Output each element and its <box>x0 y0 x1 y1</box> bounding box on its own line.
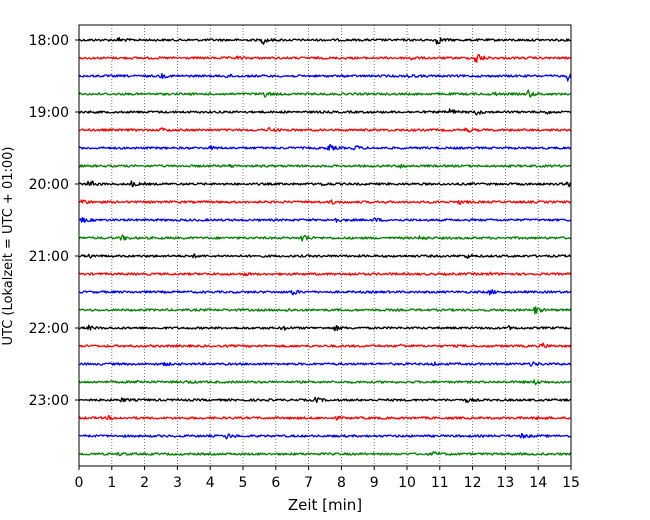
y-tick-label: 20:00 <box>29 177 69 193</box>
x-tick-label: 15 <box>562 475 580 491</box>
y-tick-label: 19:00 <box>29 105 69 121</box>
x-tick-label: 2 <box>140 475 149 491</box>
x-tick-label: 4 <box>206 475 215 491</box>
trace-line <box>78 306 572 315</box>
trace-line <box>78 451 572 457</box>
x-tick-label: 5 <box>239 475 248 491</box>
x-tick-label: 9 <box>370 475 379 491</box>
y-tick-label: 21:00 <box>29 249 69 265</box>
trace-line <box>78 415 572 421</box>
x-tick-label: 14 <box>529 475 547 491</box>
x-tick-label: 12 <box>464 475 482 491</box>
y-tick-label: 22:00 <box>29 321 69 337</box>
trace-line <box>78 199 572 205</box>
x-tick-label: 10 <box>398 475 416 491</box>
trace-line <box>78 271 572 277</box>
trace-line <box>78 361 572 367</box>
x-tick-label: 1 <box>107 475 116 491</box>
trace-line <box>78 126 572 133</box>
trace-line <box>78 234 572 242</box>
x-axis: 0 1 2 3 4 5 6 7 8 9 10 11 12 13 14 15 <box>75 466 580 491</box>
x-tick-label: 6 <box>271 475 280 491</box>
trace-line <box>78 163 572 169</box>
trace-line <box>78 324 572 332</box>
y-tick-label: 18:00 <box>29 33 69 49</box>
x-tick-label: 11 <box>431 475 449 491</box>
x-tick-label: 13 <box>496 475 514 491</box>
trace-line <box>78 432 572 440</box>
trace-line <box>78 144 572 151</box>
trace-line <box>78 379 572 386</box>
x-tick-label: 3 <box>173 475 182 491</box>
y-tick-label: 23:00 <box>29 393 69 409</box>
trace-line <box>78 89 572 98</box>
x-tick-label: 8 <box>337 475 346 491</box>
trace-layer <box>78 36 572 457</box>
x-tick-label: 7 <box>304 475 313 491</box>
trace-line <box>78 342 572 349</box>
trace-line <box>78 217 572 224</box>
y-axis-label: UTC (Lokalzeit = UTC + 01:00) <box>1 147 16 346</box>
trace-line <box>78 108 572 116</box>
trace-line <box>78 36 572 45</box>
x-tick-label: 0 <box>75 475 84 491</box>
trace-line <box>78 53 572 63</box>
trace-line <box>78 253 572 260</box>
trace-line <box>78 396 572 404</box>
trace-line <box>78 180 572 188</box>
x-axis-label: Zeit [min] <box>288 496 362 514</box>
y-axis: 18:00 19:00 20:00 21:00 22:00 23:00 <box>29 33 79 409</box>
trace-line <box>78 288 572 296</box>
plot-frame <box>78 24 572 467</box>
trace-line <box>78 72 572 82</box>
